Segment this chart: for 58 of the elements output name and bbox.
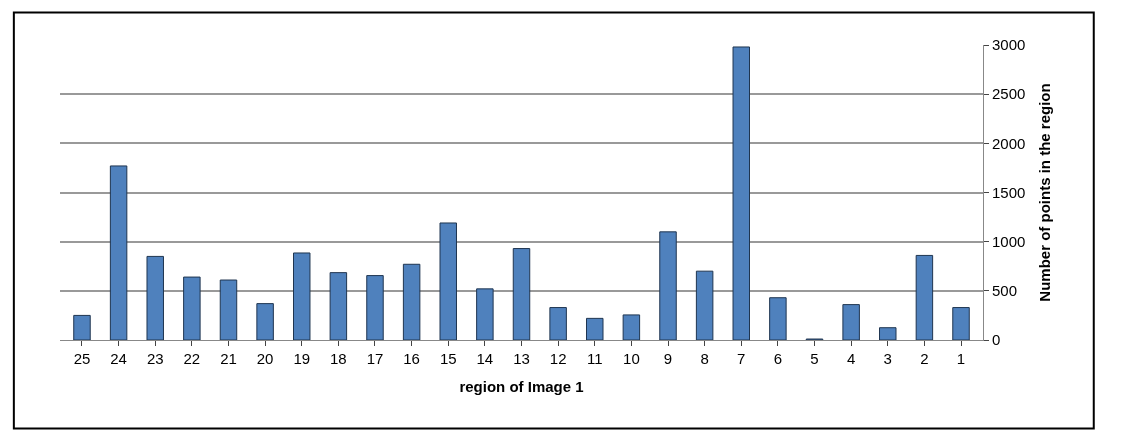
x-tick-label: 25 bbox=[73, 350, 91, 367]
bar bbox=[73, 314, 91, 340]
y-tick-label: 1000 bbox=[992, 232, 1026, 250]
bar bbox=[109, 165, 128, 340]
x-tick-label: 14 bbox=[476, 350, 494, 367]
bar bbox=[732, 46, 750, 340]
y-axis-title: Number of points in the region bbox=[1036, 83, 1054, 302]
y-tick-label: 2000 bbox=[992, 134, 1026, 152]
bar bbox=[476, 288, 494, 340]
x-tick-label: 5 bbox=[810, 350, 819, 367]
y-tick-label: 0 bbox=[992, 331, 1001, 349]
bar bbox=[329, 272, 348, 340]
bar bbox=[183, 276, 201, 340]
bar bbox=[439, 222, 457, 340]
x-tick-label: 8 bbox=[700, 350, 709, 367]
x-tick-label: 24 bbox=[110, 350, 127, 367]
y-tick-label: 3000 bbox=[992, 36, 1026, 54]
bar bbox=[402, 263, 421, 340]
x-tick-label: 22 bbox=[183, 350, 201, 367]
bar bbox=[622, 314, 641, 340]
x-tick-label: 17 bbox=[366, 350, 384, 367]
x-tick-label: 15 bbox=[439, 350, 457, 367]
bar bbox=[879, 327, 897, 340]
bar bbox=[293, 252, 311, 340]
x-tick-label: 2 bbox=[920, 350, 929, 367]
bar bbox=[915, 254, 934, 340]
x-tick-label: 21 bbox=[220, 350, 237, 367]
x-tick-label: 16 bbox=[403, 350, 420, 367]
bar bbox=[695, 270, 714, 340]
x-tick-label: 11 bbox=[586, 350, 603, 367]
x-tick-label: 6 bbox=[773, 350, 783, 367]
y-tick-label: 2500 bbox=[992, 85, 1026, 103]
x-tick-label: 7 bbox=[737, 350, 746, 367]
bar bbox=[586, 317, 604, 340]
x-tick-label: 18 bbox=[330, 350, 347, 367]
bar bbox=[842, 304, 860, 340]
x-tick-label: 1 bbox=[956, 350, 966, 367]
x-tick-label: 9 bbox=[663, 350, 673, 367]
bar bbox=[769, 297, 787, 340]
bar bbox=[659, 231, 677, 340]
bar bbox=[219, 279, 238, 340]
bar bbox=[256, 303, 274, 340]
x-tick-label: 19 bbox=[293, 350, 311, 367]
x-tick-label: 20 bbox=[256, 350, 274, 367]
bar bbox=[549, 307, 567, 340]
x-axis-title: region of Image 1 bbox=[459, 378, 584, 395]
x-tick-label: 12 bbox=[549, 350, 567, 367]
bar bbox=[952, 307, 970, 340]
x-tick-label: 13 bbox=[513, 350, 530, 367]
y-tick-label: 1500 bbox=[992, 183, 1026, 201]
y-tick-label: 500 bbox=[992, 282, 1018, 300]
bar bbox=[512, 248, 531, 340]
x-tick-label: 23 bbox=[146, 350, 164, 367]
x-tick-label: 4 bbox=[846, 350, 856, 367]
bar bbox=[366, 275, 384, 340]
x-tick-label: 3 bbox=[883, 350, 892, 367]
x-tick-label: 10 bbox=[623, 350, 640, 367]
bar bbox=[146, 255, 164, 340]
